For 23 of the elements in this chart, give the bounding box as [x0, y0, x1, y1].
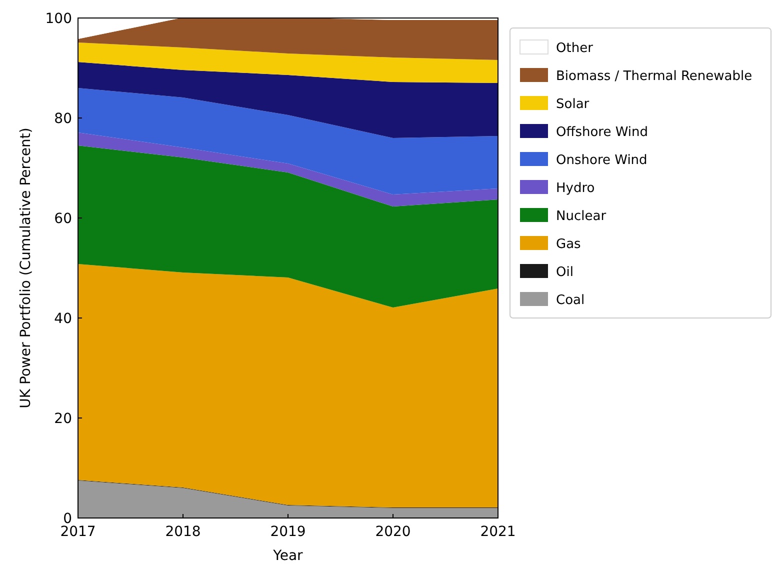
y-tick-label: 100 — [45, 10, 72, 27]
legend-label: Solar — [556, 97, 590, 112]
legend-label: Coal — [556, 293, 585, 308]
legend-label: Hydro — [556, 181, 595, 196]
x-tick-label: 2018 — [165, 524, 201, 540]
y-tick-label: 80 — [54, 110, 72, 127]
legend-label: Onshore Wind — [556, 153, 648, 168]
legend-label: Offshore Wind — [556, 125, 648, 140]
x-axis-title: Year — [272, 548, 304, 564]
legend-label: Biomass / Thermal Renewable — [556, 69, 752, 84]
x-tick-label: 2019 — [270, 524, 306, 540]
y-tick-label: 60 — [54, 210, 72, 227]
legend-label: Gas — [556, 237, 582, 252]
legend-label: Nuclear — [556, 209, 607, 224]
y-tick-label: 40 — [54, 310, 72, 327]
y-tick-label: 0 — [63, 510, 72, 527]
y-axis-title: UK Power Portfolio (Cumulative Percent) — [18, 128, 34, 408]
x-tick-label: 2021 — [480, 524, 516, 540]
legend-label: Oil — [556, 265, 574, 280]
y-tick-label: 20 — [54, 410, 72, 427]
x-tick-label: 2020 — [375, 524, 411, 540]
x-tick-label: 2017 — [60, 524, 96, 540]
legend-label: Other — [556, 41, 594, 56]
